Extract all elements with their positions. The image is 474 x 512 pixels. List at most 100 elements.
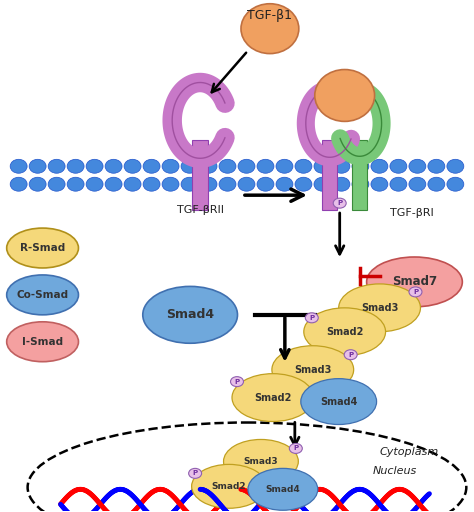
Text: P: P — [192, 471, 198, 476]
Text: I-Smad: I-Smad — [22, 337, 63, 347]
Ellipse shape — [67, 159, 84, 173]
Text: P: P — [235, 379, 239, 385]
Ellipse shape — [48, 159, 65, 173]
Ellipse shape — [289, 443, 302, 454]
Ellipse shape — [276, 177, 293, 191]
Text: Smad2: Smad2 — [254, 393, 292, 402]
Ellipse shape — [224, 439, 298, 483]
Text: P: P — [309, 315, 314, 321]
Ellipse shape — [86, 159, 103, 173]
Ellipse shape — [315, 70, 374, 121]
Ellipse shape — [314, 177, 331, 191]
Ellipse shape — [371, 159, 388, 173]
Ellipse shape — [29, 177, 46, 191]
Text: Smad4: Smad4 — [166, 308, 214, 322]
Text: P: P — [413, 289, 418, 295]
Text: P: P — [293, 445, 299, 452]
Ellipse shape — [447, 159, 464, 173]
Ellipse shape — [276, 159, 293, 173]
Ellipse shape — [124, 177, 141, 191]
Ellipse shape — [295, 159, 312, 173]
Ellipse shape — [257, 177, 274, 191]
Ellipse shape — [181, 177, 198, 191]
Ellipse shape — [7, 322, 79, 361]
Ellipse shape — [409, 287, 422, 297]
Bar — [18, 166, 456, 184]
Text: Cytoplasm: Cytoplasm — [380, 447, 439, 457]
Ellipse shape — [390, 177, 407, 191]
Ellipse shape — [27, 422, 466, 512]
Ellipse shape — [428, 177, 445, 191]
Ellipse shape — [7, 228, 79, 268]
Ellipse shape — [409, 159, 426, 173]
Text: Smad4: Smad4 — [265, 485, 300, 494]
Ellipse shape — [305, 313, 318, 323]
Ellipse shape — [105, 177, 122, 191]
Text: Smad2: Smad2 — [212, 482, 246, 491]
Ellipse shape — [7, 275, 79, 315]
Ellipse shape — [29, 159, 46, 173]
Ellipse shape — [371, 177, 388, 191]
Text: R-Smad: R-Smad — [20, 243, 65, 253]
Text: Smad3: Smad3 — [361, 303, 398, 313]
Ellipse shape — [124, 159, 141, 173]
Ellipse shape — [333, 177, 350, 191]
Ellipse shape — [241, 4, 299, 54]
Text: P: P — [348, 352, 353, 358]
Ellipse shape — [248, 468, 318, 510]
Ellipse shape — [447, 177, 464, 191]
Bar — [192, 140, 208, 210]
Ellipse shape — [352, 159, 369, 173]
Ellipse shape — [314, 159, 331, 173]
Ellipse shape — [200, 159, 217, 173]
Ellipse shape — [48, 177, 65, 191]
Text: TGF-β1: TGF-β1 — [247, 9, 292, 22]
Text: Smad4: Smad4 — [320, 397, 357, 407]
Ellipse shape — [143, 286, 237, 343]
Ellipse shape — [238, 159, 255, 173]
Text: Smad7: Smad7 — [392, 275, 437, 288]
Text: Smad3: Smad3 — [244, 457, 278, 466]
Ellipse shape — [352, 177, 369, 191]
Text: Nucleus: Nucleus — [373, 466, 417, 476]
Ellipse shape — [409, 177, 426, 191]
Ellipse shape — [219, 177, 236, 191]
Text: P: P — [337, 200, 342, 206]
Ellipse shape — [181, 159, 198, 173]
Ellipse shape — [143, 177, 160, 191]
Ellipse shape — [162, 159, 179, 173]
Ellipse shape — [366, 257, 462, 307]
Ellipse shape — [339, 284, 420, 332]
Text: Co-Smad: Co-Smad — [17, 290, 69, 300]
Ellipse shape — [219, 159, 236, 173]
Ellipse shape — [272, 346, 354, 394]
Bar — [352, 140, 366, 210]
Ellipse shape — [304, 308, 385, 356]
Text: Smad3: Smad3 — [294, 365, 331, 375]
Ellipse shape — [257, 159, 274, 173]
Ellipse shape — [232, 374, 314, 421]
Ellipse shape — [10, 159, 27, 173]
Ellipse shape — [105, 159, 122, 173]
Ellipse shape — [301, 379, 376, 424]
Ellipse shape — [189, 468, 201, 478]
Ellipse shape — [191, 464, 266, 508]
Ellipse shape — [10, 177, 27, 191]
Ellipse shape — [428, 159, 445, 173]
Ellipse shape — [67, 177, 84, 191]
Ellipse shape — [230, 377, 244, 387]
Text: TGF-βRI: TGF-βRI — [390, 208, 433, 218]
Ellipse shape — [143, 159, 160, 173]
Ellipse shape — [333, 159, 350, 173]
Ellipse shape — [295, 177, 312, 191]
Ellipse shape — [333, 198, 346, 208]
Ellipse shape — [86, 177, 103, 191]
Text: TGF-βRII: TGF-βRII — [177, 205, 224, 215]
Text: Smad2: Smad2 — [326, 327, 364, 337]
Ellipse shape — [238, 177, 255, 191]
Ellipse shape — [344, 350, 357, 360]
Ellipse shape — [390, 159, 407, 173]
Bar — [322, 140, 337, 210]
Ellipse shape — [162, 177, 179, 191]
Ellipse shape — [200, 177, 217, 191]
